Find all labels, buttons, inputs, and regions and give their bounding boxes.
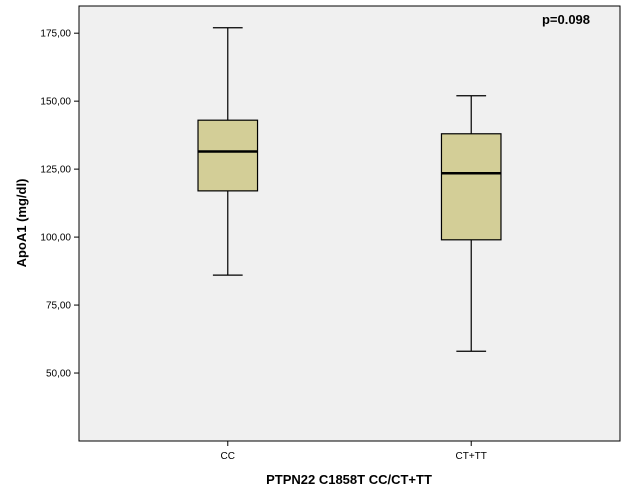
y-axis-title: ApoA1 (mg/dl): [14, 179, 29, 268]
iqr-box: [440, 133, 502, 241]
box-ct-tt: [440, 95, 502, 352]
y-tick-label: 175,00: [40, 29, 71, 40]
x-tick-label: CT+TT: [456, 451, 487, 462]
p-value-annotation: p=0.098: [542, 12, 590, 27]
y-tick-label: 150,00: [40, 97, 71, 108]
x-tick-label: CC: [221, 451, 235, 462]
x-axis-title: PTPN22 C1858T CC/CT+TT: [266, 472, 432, 487]
box-cc: [197, 27, 259, 276]
y-tick-label: 75,00: [46, 301, 71, 312]
boxes: [197, 27, 502, 352]
y-tick-label: 100,00: [40, 233, 71, 244]
y-tick-label: 50,00: [46, 369, 71, 380]
plot-area: [78, 5, 621, 442]
iqr-box: [197, 119, 259, 192]
y-axis: 50,00 75,00 100,00 125,00 150,00 175,00: [40, 29, 79, 380]
x-axis: CC CT+TT: [221, 441, 487, 462]
y-tick-label: 125,00: [40, 165, 71, 176]
